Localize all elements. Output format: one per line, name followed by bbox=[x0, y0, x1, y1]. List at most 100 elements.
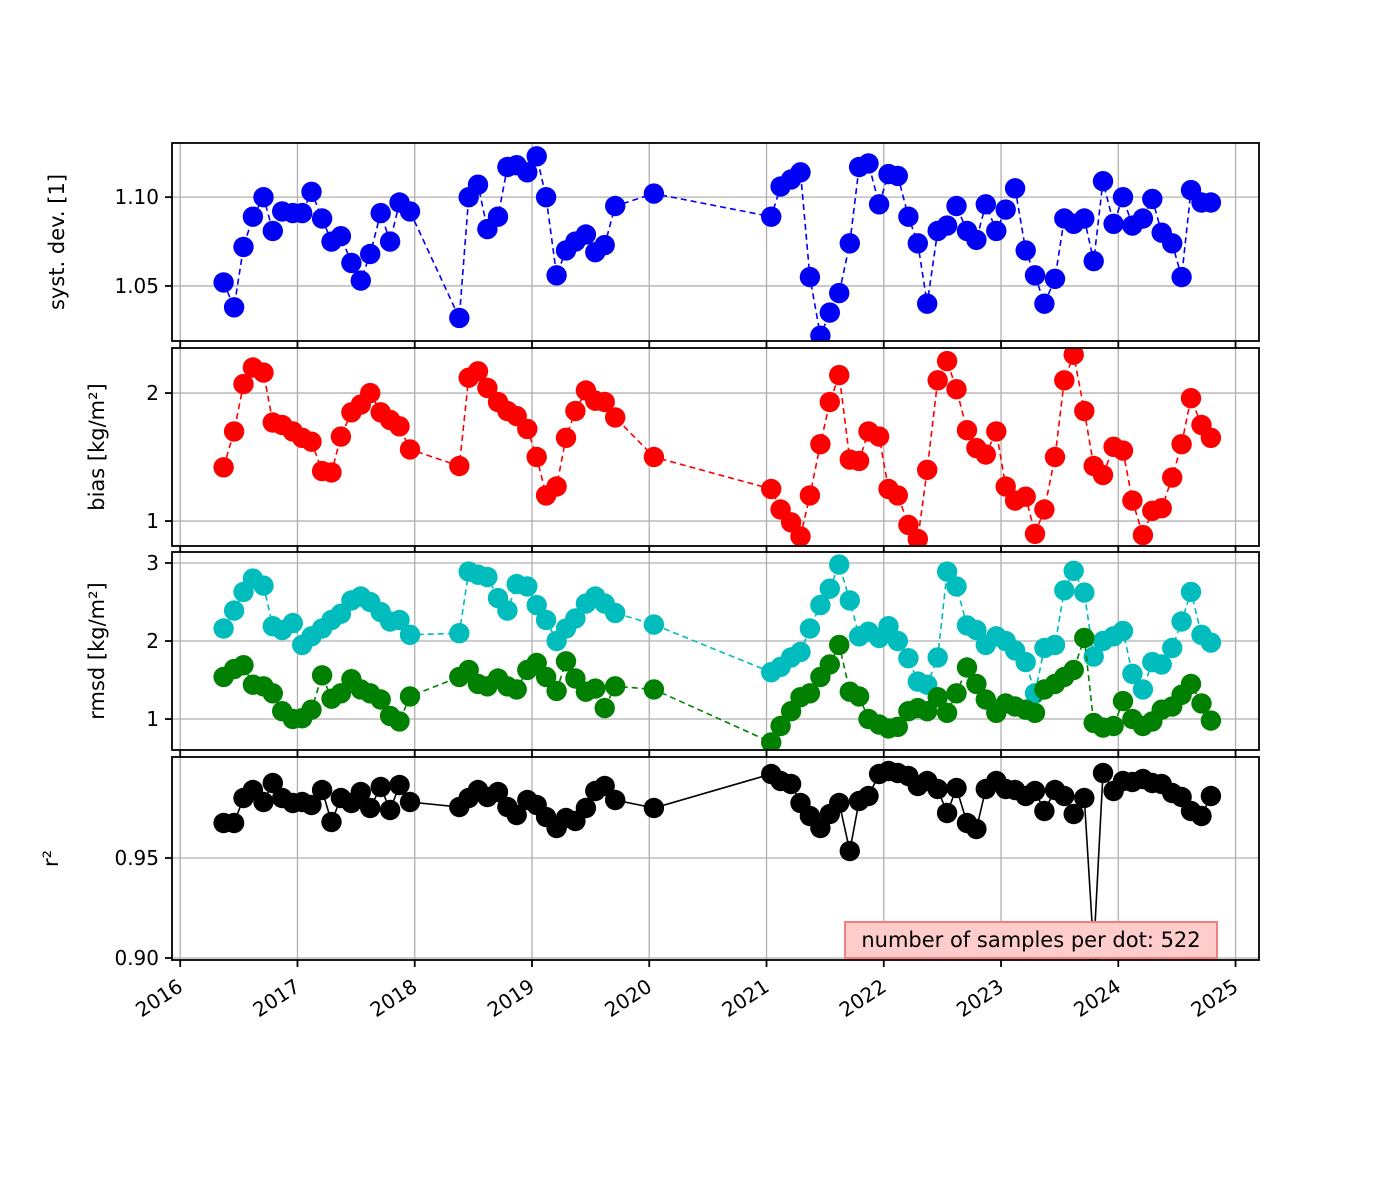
data-point-syst-dev bbox=[292, 202, 313, 224]
x-axis-labels: 2016 2017 2018 2019 2020 2021 2022 2023 2024 2025 bbox=[131, 974, 1242, 1022]
data-point-r2 bbox=[379, 799, 401, 821]
data-point-syst-dev bbox=[810, 325, 831, 341]
data-point-syst-dev bbox=[829, 282, 850, 304]
data-point-rmsd-cyan bbox=[497, 600, 518, 621]
data-point-rmsd-green bbox=[1112, 690, 1134, 712]
data-point-rmsd-cyan bbox=[839, 590, 860, 611]
data-point-syst-dev bbox=[1044, 268, 1066, 289]
data-point-rmsd-cyan bbox=[253, 575, 274, 596]
data-point-bias bbox=[389, 416, 410, 437]
x-tick-label: 2020 bbox=[600, 974, 656, 1022]
data-point-bias bbox=[1180, 388, 1202, 409]
data-point-bias bbox=[1034, 499, 1055, 520]
data-point-rmsd-green bbox=[946, 683, 967, 704]
x-tick-label: 2023 bbox=[952, 974, 1008, 1022]
y-tick-label: 1 bbox=[146, 509, 159, 533]
data-point-rmsd-cyan bbox=[213, 618, 234, 639]
data-point-syst-dev bbox=[242, 206, 264, 227]
data-point-rmsd-cyan bbox=[449, 623, 470, 644]
data-point-bias bbox=[594, 391, 615, 413]
data-point-rmsd-cyan bbox=[887, 630, 908, 652]
data-point-bias bbox=[1063, 348, 1084, 365]
data-point-syst-dev bbox=[517, 162, 538, 183]
data-point-syst-dev bbox=[467, 174, 489, 195]
x-tick-label: 2016 bbox=[131, 974, 187, 1022]
data-point-rmsd-cyan bbox=[1063, 560, 1084, 581]
data-point-rmsd-cyan bbox=[1132, 679, 1154, 700]
data-point-syst-dev bbox=[379, 231, 401, 252]
panel-1: 1 2 bias [kg/m²] bbox=[85, 347, 1260, 553]
data-point-rmsd-green bbox=[311, 665, 333, 686]
series-rmsd-cyan-markers bbox=[213, 554, 1222, 704]
data-point-rmsd-green bbox=[370, 689, 391, 710]
data-point-bias bbox=[1015, 486, 1036, 507]
data-point-bias bbox=[1044, 446, 1066, 468]
annotation-box: number of samples per dot: 522 bbox=[844, 921, 1218, 959]
data-point-syst-dev bbox=[643, 183, 665, 204]
data-point-rmsd-green bbox=[330, 683, 352, 704]
data-point-rmsd-cyan bbox=[790, 641, 811, 663]
data-point-bias bbox=[1112, 440, 1134, 461]
data-point-syst-dev bbox=[917, 293, 938, 314]
series-r2-markers bbox=[213, 760, 1222, 960]
data-point-rmsd-green bbox=[1063, 659, 1084, 681]
data-point-syst-dev bbox=[1004, 178, 1026, 199]
data-point-bias bbox=[1122, 490, 1143, 511]
data-point-syst-dev bbox=[223, 297, 245, 318]
data-point-rmsd-cyan bbox=[1044, 634, 1066, 656]
data-point-r2 bbox=[1200, 785, 1222, 807]
data-point-rmsd-green bbox=[555, 651, 577, 672]
series-syst-dev bbox=[213, 146, 1222, 341]
data-point-bias bbox=[223, 421, 245, 442]
data-point-rmsd-cyan bbox=[565, 608, 586, 629]
data-point-rmsd-cyan bbox=[966, 619, 987, 641]
data-point-rmsd-green bbox=[1200, 710, 1222, 731]
data-point-rmsd-cyan bbox=[517, 576, 538, 597]
data-point-syst-dev bbox=[907, 233, 928, 254]
data-point-rmsd-green bbox=[546, 680, 567, 702]
data-point-syst-dev bbox=[1200, 192, 1222, 213]
data-point-rmsd-green bbox=[594, 697, 615, 719]
data-point-rmsd-cyan bbox=[819, 578, 840, 599]
data-point-bias bbox=[1151, 498, 1172, 519]
data-point-bias bbox=[321, 462, 342, 483]
data-point-rmsd-cyan bbox=[389, 609, 410, 631]
data-point-syst-dev bbox=[262, 220, 283, 242]
y-tick-label: 1.10 bbox=[114, 185, 159, 209]
series-rmsd-green-markers bbox=[213, 627, 1222, 750]
data-point-bias bbox=[848, 450, 870, 472]
data-point-syst-dev bbox=[526, 146, 547, 167]
y-tick-label: 2 bbox=[146, 629, 159, 653]
data-point-r2 bbox=[506, 804, 527, 826]
data-point-rmsd-green bbox=[1103, 715, 1124, 737]
data-point-bias bbox=[565, 400, 586, 422]
data-point-rmsd-green bbox=[848, 686, 870, 707]
data-point-bias bbox=[1092, 464, 1114, 486]
data-point-syst-dev bbox=[1083, 250, 1104, 272]
data-point-syst-dev bbox=[995, 199, 1016, 220]
data-point-bias bbox=[799, 485, 821, 506]
data-point-syst-dev bbox=[350, 270, 371, 291]
data-point-bias bbox=[213, 457, 234, 478]
data-point-rmsd-cyan bbox=[927, 647, 948, 668]
data-point-r2 bbox=[370, 776, 391, 798]
data-point-syst-dev bbox=[233, 236, 254, 258]
data-point-r2 bbox=[829, 792, 850, 814]
data-point-syst-dev bbox=[946, 195, 967, 217]
data-point-bias bbox=[360, 382, 381, 404]
data-point-bias bbox=[790, 526, 811, 546]
data-point-r2 bbox=[487, 781, 509, 803]
data-point-bias bbox=[1200, 427, 1222, 448]
x-tick-label: 2022 bbox=[835, 974, 891, 1022]
data-point-bias bbox=[1171, 434, 1192, 455]
data-point-syst-dev bbox=[858, 153, 879, 174]
data-point-rmsd-green bbox=[829, 634, 850, 656]
data-point-bias bbox=[927, 370, 948, 391]
data-point-rmsd-cyan bbox=[878, 616, 899, 637]
x-tick-label: 2019 bbox=[483, 974, 539, 1022]
data-point-rmsd-cyan bbox=[1074, 582, 1095, 603]
data-point-rmsd-green bbox=[1074, 627, 1095, 649]
data-point-syst-dev bbox=[1142, 188, 1163, 210]
data-point-syst-dev bbox=[1024, 265, 1046, 286]
data-point-bias bbox=[526, 446, 547, 468]
